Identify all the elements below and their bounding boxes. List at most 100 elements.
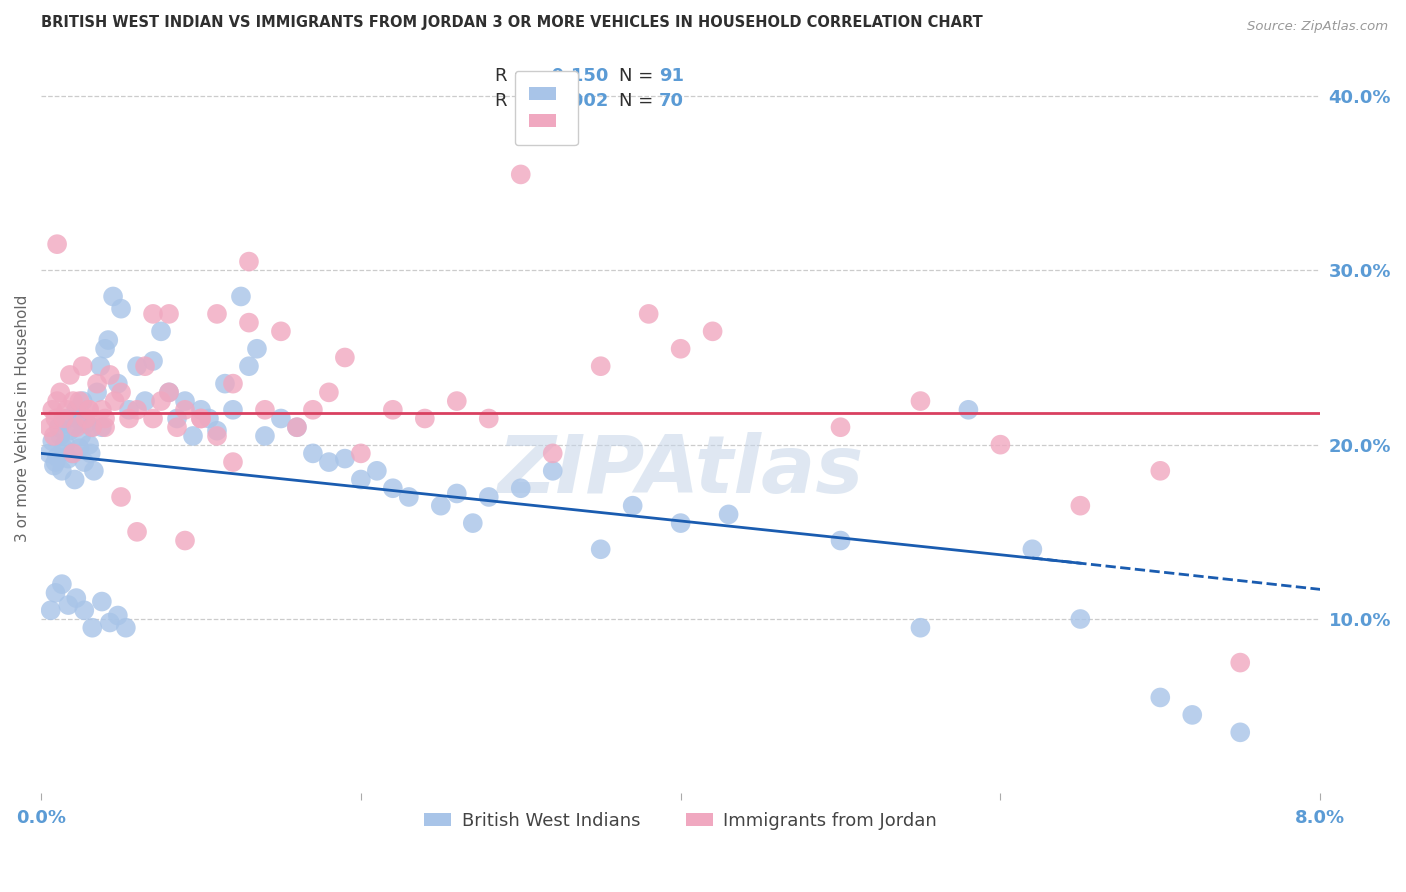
Point — [60, 446, 83, 460]
Point — [125, 524, 148, 539]
Point — [90, 420, 112, 434]
Point — [72, 359, 94, 374]
Point — [302, 402, 325, 417]
Point — [107, 608, 129, 623]
Point — [107, 376, 129, 391]
Point — [69, 441, 91, 455]
Point — [669, 516, 692, 530]
Point — [94, 420, 117, 434]
Text: BRITISH WEST INDIAN VS IMMIGRANTS FROM JORDAN 3 OR MORE VEHICLES IN HOUSEHOLD CO: BRITISH WEST INDIAN VS IMMIGRANTS FROM J… — [41, 15, 983, 30]
Point — [110, 385, 132, 400]
Point — [110, 490, 132, 504]
Point — [94, 411, 117, 425]
Point — [285, 420, 308, 434]
Point — [125, 402, 148, 417]
Point — [413, 411, 436, 425]
Point — [398, 490, 420, 504]
Point — [73, 603, 96, 617]
Point — [150, 394, 173, 409]
Point — [174, 402, 197, 417]
Point — [97, 333, 120, 347]
Point — [541, 446, 564, 460]
Point — [333, 451, 356, 466]
Point — [62, 394, 84, 409]
Point — [52, 441, 75, 455]
Point — [509, 481, 531, 495]
Point — [1229, 725, 1251, 739]
Point — [55, 411, 77, 425]
Point — [118, 411, 141, 425]
Point — [77, 402, 100, 417]
Point — [1149, 464, 1171, 478]
Point — [157, 385, 180, 400]
Point — [238, 316, 260, 330]
Text: N =: N = — [619, 92, 659, 110]
Point — [190, 402, 212, 417]
Point — [89, 359, 111, 374]
Point — [142, 307, 165, 321]
Point — [142, 411, 165, 425]
Y-axis label: 3 or more Vehicles in Household: 3 or more Vehicles in Household — [15, 295, 30, 542]
Text: N =: N = — [619, 67, 659, 85]
Point — [115, 621, 138, 635]
Point — [166, 420, 188, 434]
Point — [181, 429, 204, 443]
Point — [214, 376, 236, 391]
Point — [446, 486, 468, 500]
Point — [79, 446, 101, 460]
Point — [957, 402, 980, 417]
Point — [69, 394, 91, 409]
Point — [70, 429, 93, 443]
Point — [270, 411, 292, 425]
Point — [46, 394, 69, 409]
Point — [150, 324, 173, 338]
Legend: British West Indians, Immigrants from Jordan: British West Indians, Immigrants from Jo… — [416, 805, 945, 837]
Point — [717, 508, 740, 522]
Point — [333, 351, 356, 365]
Point — [222, 455, 245, 469]
Point — [478, 490, 501, 504]
Point — [59, 368, 82, 382]
Point — [381, 481, 404, 495]
Point — [350, 473, 373, 487]
Point — [39, 603, 62, 617]
Point — [222, 402, 245, 417]
Point — [366, 464, 388, 478]
Point — [44, 586, 66, 600]
Point — [830, 420, 852, 434]
Point — [46, 237, 69, 252]
Point — [62, 446, 84, 460]
Point — [238, 254, 260, 268]
Point — [621, 499, 644, 513]
Point — [75, 417, 97, 431]
Point — [90, 594, 112, 608]
Point — [118, 402, 141, 417]
Point — [63, 473, 86, 487]
Point — [318, 385, 340, 400]
Point — [229, 289, 252, 303]
Point — [174, 394, 197, 409]
Point — [44, 455, 66, 469]
Point — [82, 420, 104, 434]
Point — [55, 402, 77, 417]
Point — [270, 324, 292, 338]
Point — [166, 411, 188, 425]
Point — [41, 402, 63, 417]
Point — [73, 455, 96, 469]
Point — [58, 598, 80, 612]
Point — [65, 420, 87, 434]
Point — [246, 342, 269, 356]
Point — [253, 402, 276, 417]
Point — [222, 376, 245, 391]
Point — [541, 464, 564, 478]
Point — [44, 411, 66, 425]
Point — [205, 307, 228, 321]
Point — [77, 402, 100, 417]
Point — [198, 411, 221, 425]
Point — [190, 411, 212, 425]
Point — [110, 301, 132, 316]
Point — [49, 429, 72, 443]
Point — [669, 342, 692, 356]
Point — [51, 577, 73, 591]
Point — [101, 289, 124, 303]
